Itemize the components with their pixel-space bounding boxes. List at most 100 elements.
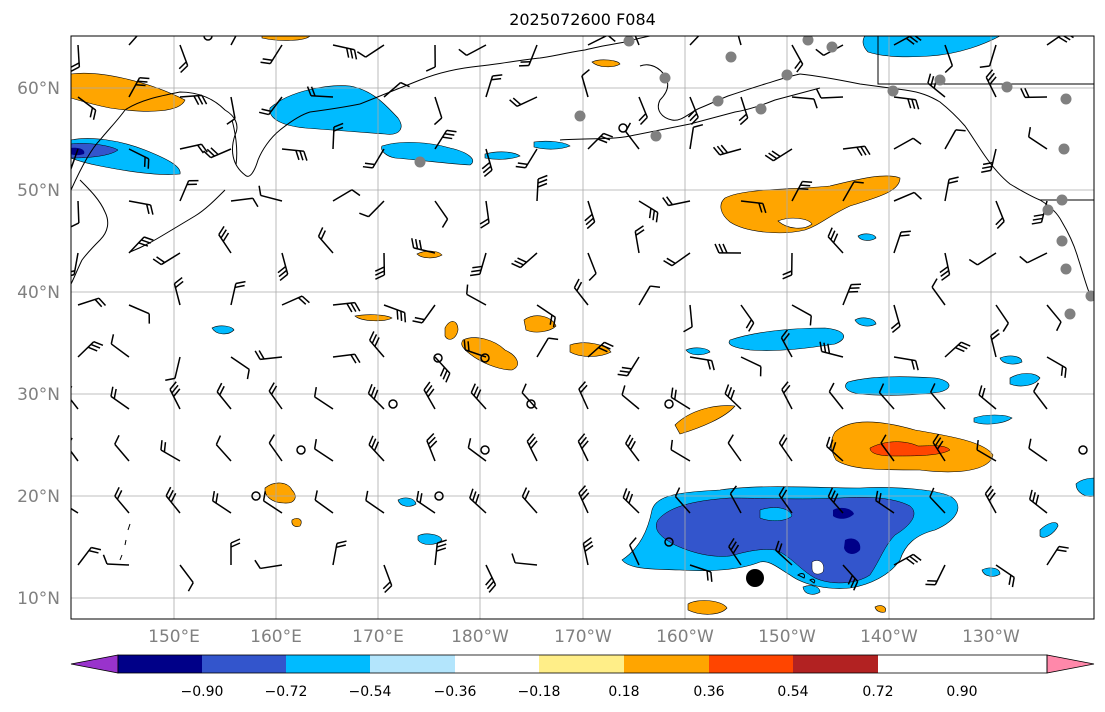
wind-barb: [368, 435, 385, 462]
lightblue-hole-south: [759, 507, 793, 521]
coast-hawaii2: [809, 578, 816, 584]
wind-barb: [670, 439, 691, 462]
wind-barb: [356, 44, 385, 58]
wind-barb: [634, 225, 645, 254]
station-marker-open: [664, 537, 674, 547]
wind-barb: [458, 44, 487, 57]
blue-area-nw3: [484, 151, 521, 160]
map-frame: [70, 35, 1095, 620]
wind-barb: [128, 148, 150, 169]
station-marker-open: [480, 353, 490, 363]
wind-barb: [521, 487, 538, 514]
wind-barb: [215, 435, 232, 462]
station-marker: [725, 51, 737, 63]
wind-barb: [621, 385, 640, 410]
wind-barb: [578, 381, 589, 410]
wind-barb: [791, 96, 818, 109]
wind-barb: [433, 96, 443, 126]
station-marker: [1064, 308, 1076, 320]
blue-area-okhotsk: [269, 85, 402, 135]
wind-barb: [893, 553, 922, 566]
wind-barb: [77, 340, 104, 358]
wind-barb: [110, 334, 130, 358]
wind-barb: [712, 144, 742, 156]
colorbar-segment: [286, 655, 370, 673]
navy-area-south1: [833, 507, 854, 519]
station-marker: [826, 41, 838, 53]
station-marker: [1085, 290, 1094, 302]
wind-barb: [332, 301, 361, 313]
colorbar-segment: [118, 655, 202, 673]
wind-barb: [332, 540, 347, 566]
wind-barb: [995, 304, 1010, 332]
wind-barb: [218, 225, 232, 254]
wind-barb: [670, 387, 691, 410]
wind-barb: [630, 36, 640, 46]
wind-barb: [102, 554, 130, 566]
wind-barb: [165, 356, 181, 381]
anomaly-shading: [71, 36, 1094, 615]
wind-barb: [1046, 304, 1062, 332]
wind-barb: [617, 356, 640, 377]
wind-barb: [230, 280, 246, 306]
wind-barb: [689, 356, 715, 371]
wind-barb: [780, 329, 793, 358]
wind-barb: [367, 383, 385, 410]
wind-barb: [536, 337, 559, 358]
wind-barb: [518, 44, 538, 67]
colorbar-segment: [709, 655, 793, 673]
wind-barb: [226, 96, 236, 125]
wind-barb: [578, 485, 590, 514]
wind-barb: [944, 176, 959, 202]
wind-barb: [815, 88, 844, 99]
station-marker: [1060, 93, 1072, 105]
wind-barb: [740, 304, 755, 332]
wind-barb: [995, 200, 1005, 230]
wind-barb: [638, 285, 661, 306]
wind-barb: [893, 230, 911, 254]
wind-barb: [931, 278, 946, 306]
coast-hawaii1: [797, 573, 805, 579]
wind-barb: [260, 44, 283, 65]
colorbar-segment: [624, 655, 709, 673]
wind-barb: [463, 339, 487, 358]
blue-area-top-right: [862, 36, 1001, 58]
wind-barbs: [71, 36, 1074, 594]
wind-barb: [359, 200, 385, 218]
wind-barb: [230, 538, 241, 565]
wind-barb: [160, 440, 181, 462]
wind-barb: [1028, 489, 1048, 514]
wind-barb: [230, 356, 250, 380]
wind-barb: [77, 297, 107, 308]
blue-area-mid2: [845, 376, 950, 396]
wind-barb: [1046, 545, 1069, 566]
wind-barb: [842, 564, 859, 591]
orange-area-mid5: [674, 405, 736, 435]
wind-barb: [230, 197, 259, 208]
lon-label-160w: 160°W: [656, 627, 714, 647]
wind-barb: [114, 486, 130, 514]
wind-barb: [778, 434, 793, 462]
wind-barb: [179, 179, 199, 202]
cbar-label-neg036: −0.36: [434, 684, 477, 700]
wind-barb: [332, 353, 361, 364]
colorbar: −0.90 −0.72 −0.54 −0.36 −0.18 0.18 0.36 …: [70, 654, 1095, 700]
wind-barb: [411, 238, 436, 254]
blue-area-mid5: [854, 317, 877, 327]
wind-barb: [689, 123, 704, 150]
wind-barb: [169, 381, 181, 410]
lat-label-30n: 30°N: [17, 385, 60, 405]
wind-barb: [216, 382, 232, 410]
cbar-label-neg072: −0.72: [265, 684, 308, 700]
wind-barb: [893, 191, 922, 202]
station-marker: [1001, 81, 1013, 93]
lat-label-40n: 40°N: [17, 283, 60, 303]
orange-area-mid7: [354, 314, 393, 322]
wind-barb: [985, 69, 997, 98]
wind-barb: [587, 341, 614, 358]
wind-barb: [1046, 356, 1067, 378]
wind-barb: [262, 491, 283, 514]
wind-barb: [434, 539, 447, 566]
cbar-label-neg018: −0.18: [518, 684, 561, 700]
wind-barb: [976, 439, 997, 462]
